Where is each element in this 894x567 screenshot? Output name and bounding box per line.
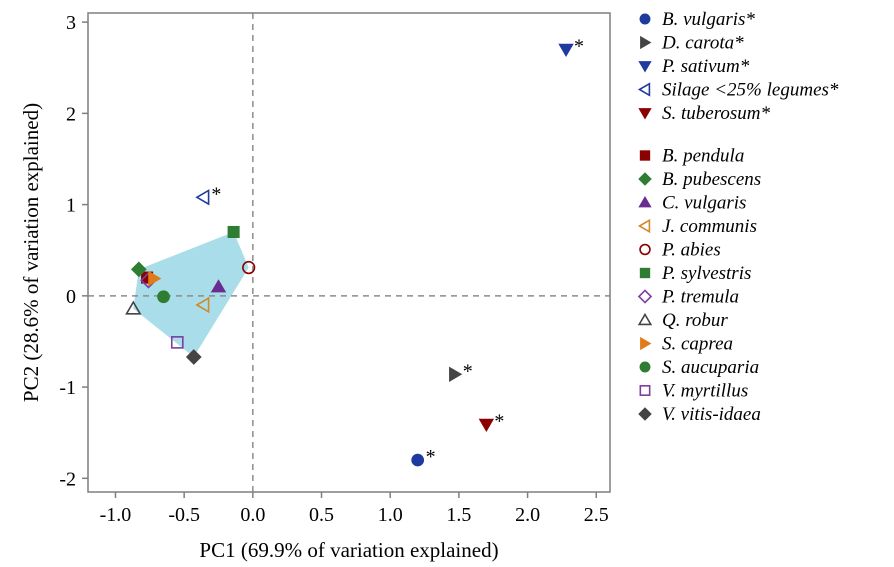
legend-marker	[640, 336, 652, 351]
data-point	[558, 43, 574, 57]
legend-marker	[639, 267, 651, 279]
legend-label: S. tuberosum*	[662, 103, 771, 124]
y-tick-label: -2	[59, 468, 76, 490]
legend-label: S. caprea	[662, 334, 733, 355]
significance-star: *	[463, 360, 473, 382]
data-point	[195, 189, 210, 206]
data-point	[185, 349, 202, 365]
legend-label: B. pubescens	[662, 169, 761, 190]
significance-star: *	[574, 35, 584, 57]
y-tick-label: 2	[66, 103, 76, 125]
legend-label: P. abies	[661, 240, 721, 261]
x-tick-label: 1.0	[378, 504, 403, 526]
y-axis-title: PC2 (28.6% of variation explained)	[19, 103, 43, 402]
data-point	[449, 366, 463, 382]
legend-marker	[639, 13, 651, 25]
legend-marker	[637, 289, 653, 304]
native-species-hull	[133, 231, 249, 357]
axes: -1.0 -0.5 0.0 0.5 1.0 1.5 2.0 2.5 -2 -1 0 1 2 3	[59, 12, 608, 526]
legend-marker	[639, 361, 651, 373]
data-point	[148, 270, 162, 287]
significance-star: *	[494, 410, 504, 432]
legend-label: P. sativum*	[661, 56, 750, 77]
x-axis-title: PC1 (69.9% of variation explained)	[199, 538, 498, 562]
y-tick-label: 1	[66, 195, 76, 217]
legend-marker	[639, 150, 651, 161]
legend-marker	[637, 218, 651, 234]
data-point	[157, 290, 170, 304]
legend-marker	[638, 61, 652, 73]
legend-marker	[640, 35, 652, 50]
data-point	[242, 260, 256, 275]
data-point	[130, 261, 147, 278]
legend-label: V. myrtillus	[662, 381, 748, 402]
data-point	[210, 279, 227, 293]
x-tick-label: 0.5	[309, 504, 334, 526]
legend-marker	[638, 196, 652, 208]
x-tick-label: -1.0	[100, 504, 132, 526]
data-point	[478, 418, 495, 432]
legend: B. vulgaris* D. carota*P. sativum* Silage …	[637, 9, 839, 425]
legend-marker	[639, 243, 651, 256]
legend-marker	[638, 108, 652, 120]
legend-label: B. vulgaris*	[662, 9, 755, 30]
legend-marker	[638, 407, 652, 421]
legend-label: C. vulgaris	[662, 193, 746, 214]
legend-marker	[639, 385, 651, 396]
data-point	[227, 225, 240, 238]
legend-label: Silage <25% legumes*	[662, 80, 839, 101]
significance-star: *	[426, 446, 436, 468]
legend-label: D. carota*	[661, 33, 744, 54]
significance-star: *	[211, 183, 221, 205]
legend-label: Q. robur	[662, 310, 728, 331]
legend-label: S. aucuparia	[662, 357, 759, 378]
data-point	[195, 296, 210, 314]
data-point	[170, 336, 184, 349]
legend-label: B. pendula	[662, 146, 744, 167]
x-tick-label: 1.5	[446, 504, 471, 526]
legend-marker	[638, 172, 652, 186]
x-tick-label: -0.5	[168, 504, 200, 526]
plot-frame	[87, 12, 611, 493]
data-point	[125, 300, 142, 315]
legend-label: P. sylvestris	[661, 263, 751, 284]
legend-marker	[637, 312, 653, 326]
hull-layer	[133, 231, 249, 357]
legend-label: P. tremula	[661, 287, 739, 308]
x-tick-label: 0.0	[240, 504, 265, 526]
legend-label: J. communis	[662, 216, 757, 237]
reference-lines	[88, 13, 610, 492]
y-tick-label: 3	[66, 12, 76, 34]
y-tick-label: 0	[66, 286, 76, 308]
data-points: * * * * *	[125, 35, 584, 468]
y-tick-label: -1	[59, 377, 76, 399]
x-tick-label: 2.0	[515, 504, 540, 526]
x-tick-label: 2.5	[584, 504, 609, 526]
legend-marker	[637, 82, 651, 97]
legend-label: V. vitis-idaea	[662, 404, 761, 425]
data-point	[411, 453, 425, 467]
